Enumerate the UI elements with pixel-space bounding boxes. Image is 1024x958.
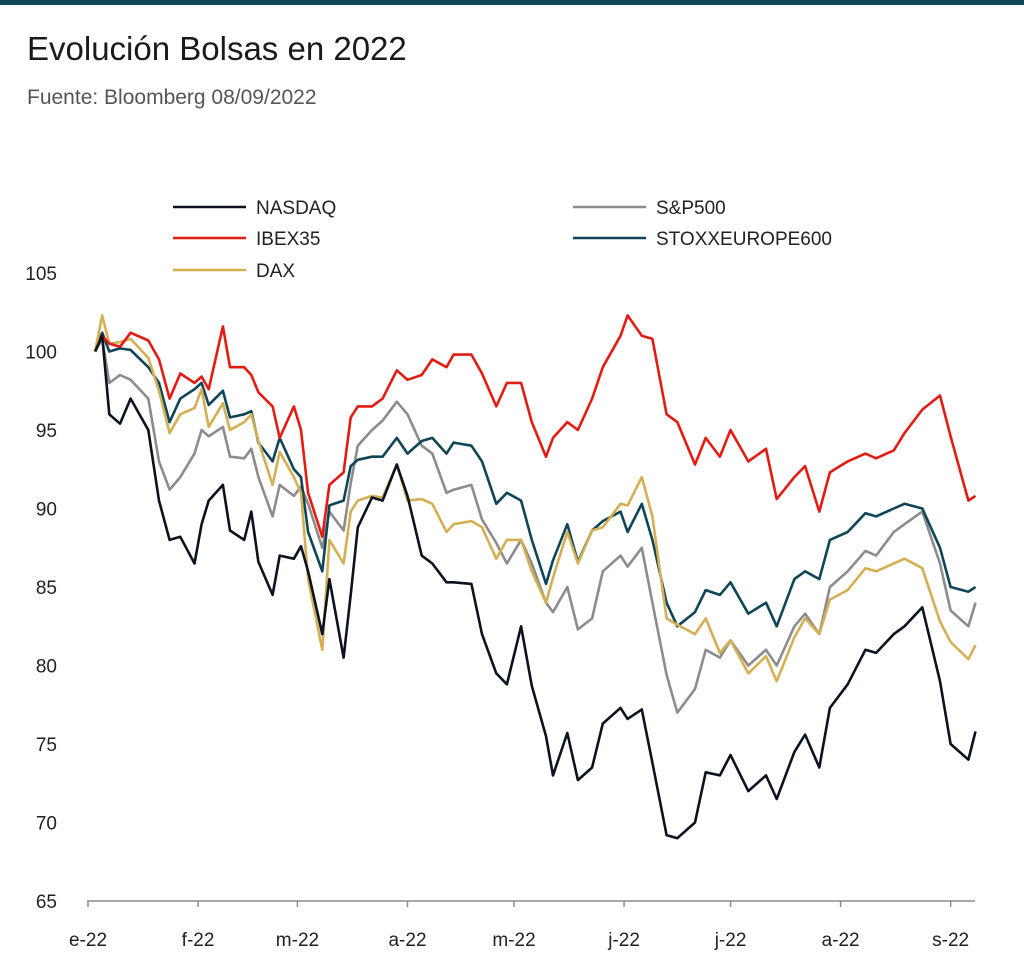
x-tick-label: j-22 <box>607 930 640 951</box>
y-tick-label: 100 <box>25 343 57 364</box>
x-tick-label: a-22 <box>388 930 426 951</box>
chart-title: Evolución Bolsas en 2022 <box>27 30 407 67</box>
top-rule <box>0 0 1024 5</box>
x-tick-label: j-22 <box>714 930 747 951</box>
series-line-nasdaq <box>93 334 977 840</box>
y-tick-label: 75 <box>36 735 57 756</box>
legend-label-ibex35: IBEX35 <box>256 229 320 250</box>
x-tick-label: a-22 <box>822 930 860 951</box>
legend-label-stoxxeurope600: STOXXEUROPE600 <box>656 229 832 250</box>
chart-subtitle: Fuente: Bloomberg 08/09/2022 <box>27 86 317 109</box>
y-tick-label: 95 <box>36 421 57 442</box>
y-tick-label: 70 <box>36 814 57 835</box>
x-tick-label: f-22 <box>182 930 215 951</box>
x-tick-label: e-22 <box>69 930 107 951</box>
y-tick-label: 80 <box>36 657 57 678</box>
series-line-ibex35 <box>93 314 977 539</box>
legend-label-nasdaq: NASDAQ <box>256 198 336 219</box>
y-tick-label: 85 <box>36 578 57 599</box>
x-tick-label: s-22 <box>932 930 969 951</box>
y-tick-label: 105 <box>25 264 57 285</box>
plot-area <box>93 314 977 840</box>
x-axis: e-22 f-22 m-22 a-22 m-22 j-22 j-22 a-22 s-22 <box>69 900 975 951</box>
series-line-stoxxeurope600 <box>93 331 977 628</box>
legend: NASDAQ S&P500 IBEX35 STOXXEUROPE600 DAX <box>173 198 832 282</box>
series-line-sp500 <box>93 337 977 714</box>
legend-label-sp500: S&P500 <box>656 198 726 219</box>
legend-label-dax: DAX <box>256 261 295 282</box>
x-tick-label: m-22 <box>492 930 535 951</box>
x-tick-label: m-22 <box>276 930 319 951</box>
y-tick-label: 65 <box>36 892 57 913</box>
y-axis: 105 100 95 90 85 80 75 70 65 <box>25 264 57 913</box>
series-line-dax <box>93 314 977 683</box>
y-tick-label: 90 <box>36 500 57 521</box>
